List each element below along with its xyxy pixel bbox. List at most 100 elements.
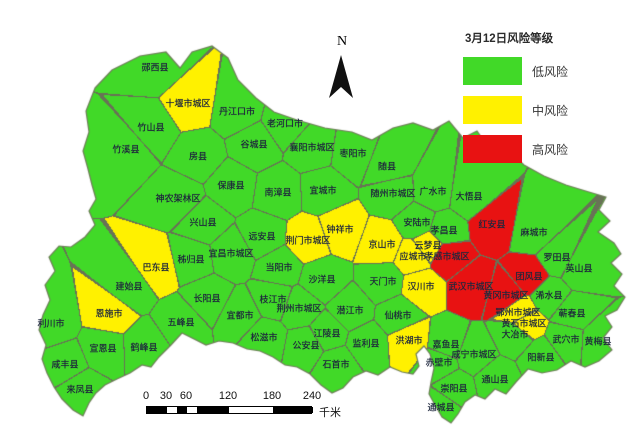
scale-bar-track (146, 406, 313, 414)
county-label: 随县 (377, 161, 397, 172)
county-label: 南漳县 (264, 187, 292, 198)
county-label: 浠水县 (535, 290, 563, 301)
county-label: 应城市 (399, 251, 427, 262)
legend-label-medium: 中风险 (532, 103, 569, 118)
county-label: 当阳市 (265, 262, 293, 273)
county-label: 通城县 (427, 402, 455, 413)
county-label: 崇阳县 (440, 383, 468, 394)
county-label: 黄梅县 (584, 336, 612, 347)
county-label: 钟祥市 (326, 224, 354, 235)
county-label: 松滋市 (250, 332, 278, 343)
county-label: 枝江市 (259, 294, 287, 305)
legend-swatch-high (463, 135, 522, 163)
legend-row-medium: 中风险 (463, 96, 635, 124)
county-label: 阳新县 (527, 352, 555, 363)
county-label: 罗田县 (543, 252, 571, 263)
county-label: 云梦县 (414, 240, 442, 251)
county-label: 十堰市城区 (165, 98, 211, 109)
county-label: 兴山县 (189, 217, 217, 228)
county-label: 公安县 (292, 340, 320, 351)
county-label: 咸丰县 (51, 359, 79, 370)
county-label: 谷城县 (240, 139, 268, 150)
county-label: 英山县 (565, 263, 593, 274)
county-label: 广水市 (419, 186, 447, 197)
county-label: 咸宁市城区 (451, 349, 497, 360)
legend-label-low: 低风险 (532, 64, 569, 79)
county-label: 洪湖市 (395, 335, 423, 346)
county-label: 团风县 (515, 271, 543, 282)
county-label: 神农架林区 (155, 193, 201, 204)
county-label: 郧西县 (141, 62, 169, 73)
county-label: 武穴市 (552, 334, 580, 345)
county-label: 武汉市城区 (448, 281, 494, 292)
county-label: 仙桃市 (384, 310, 412, 321)
county-label: 鄂州市城区 (495, 307, 541, 318)
county-label: 安陆市 (403, 217, 431, 228)
county-label: 房县 (188, 151, 208, 162)
county-label: 京山市 (368, 239, 396, 250)
county-label: 枣阳市 (339, 148, 367, 159)
county-label: 嘉鱼县 (432, 339, 460, 350)
north-arrow-icon (329, 55, 353, 98)
legend-swatch-medium (463, 96, 522, 124)
county-label: 宜城市 (309, 185, 337, 196)
county-label: 大冶市 (501, 329, 529, 340)
county-label: 保康县 (217, 180, 245, 191)
county-label: 丹江口市 (218, 106, 256, 117)
scale-bar-unit: 千米 (319, 407, 341, 419)
county-label: 长阳县 (193, 293, 221, 304)
county-label: 黄冈市城区 (483, 290, 529, 301)
county-label: 沙洋县 (308, 274, 336, 285)
county-label: 鹤峰县 (130, 342, 158, 353)
scale-tick: 180 (262, 390, 282, 402)
scale-tick: 0 (142, 390, 150, 402)
scale-bar-segment (147, 407, 167, 413)
county-label: 蕲春县 (558, 308, 586, 319)
county-label: 宣恩县 (89, 343, 117, 354)
county-label: 荆门市城区 (285, 235, 331, 246)
legend-swatch-low (463, 57, 522, 85)
county-label: 巴东县 (142, 262, 170, 273)
county-label: 利川市 (37, 318, 65, 329)
legend-title: 3月12日风险等级 (465, 33, 554, 45)
county-label: 麻城市 (520, 227, 548, 238)
scale-tick: 240 (302, 390, 322, 402)
county-label: 襄阳市城区 (289, 142, 335, 153)
scale-tick: 120 (218, 390, 238, 402)
county-label: 赤壁市 (425, 357, 453, 368)
county-label: 竹山县 (137, 122, 165, 133)
scale-bar-segment (177, 407, 187, 413)
north-arrow: N (322, 34, 362, 100)
county-label: 黄石市城区 (501, 318, 547, 329)
county-label: 孝昌县 (430, 225, 458, 236)
county-label: 天门市 (369, 276, 397, 287)
scale-bar-segment (197, 407, 229, 413)
legend: 3月12日风险等级 低风险中风险高风险 (463, 30, 635, 163)
county-label: 老河口市 (266, 118, 304, 129)
county-label: 江陵县 (313, 328, 341, 339)
county-label: 石首市 (322, 359, 350, 370)
county-label: 监利县 (352, 338, 380, 349)
legend-row-low: 低风险 (463, 57, 635, 85)
legend-row-high: 高风险 (463, 135, 635, 163)
county-label: 荆州市城区 (276, 303, 322, 314)
county-label: 孝感市城区 (424, 251, 470, 262)
scale-bar-segment (273, 407, 313, 413)
county-label: 来凤县 (66, 384, 94, 395)
county-label: 宜都市 (226, 310, 254, 321)
scale-tick: 30 (159, 390, 173, 402)
county-label: 宜昌市城区 (208, 248, 254, 259)
county-label: 通山县 (481, 374, 509, 385)
county-label: 恩施市 (95, 308, 123, 319)
county-label: 秭归县 (177, 254, 205, 265)
scale-tick: 60 (179, 390, 193, 402)
legend-label-high: 高风险 (532, 142, 569, 157)
county-label: 汉川市 (407, 281, 435, 292)
county-label: 远安县 (248, 231, 276, 242)
county-label: 大悟县 (455, 191, 483, 202)
county-label: 随州市城区 (370, 188, 416, 199)
legend-items: 低风险 中风险 高风险 (463, 57, 635, 163)
north-label: N (336, 34, 348, 49)
